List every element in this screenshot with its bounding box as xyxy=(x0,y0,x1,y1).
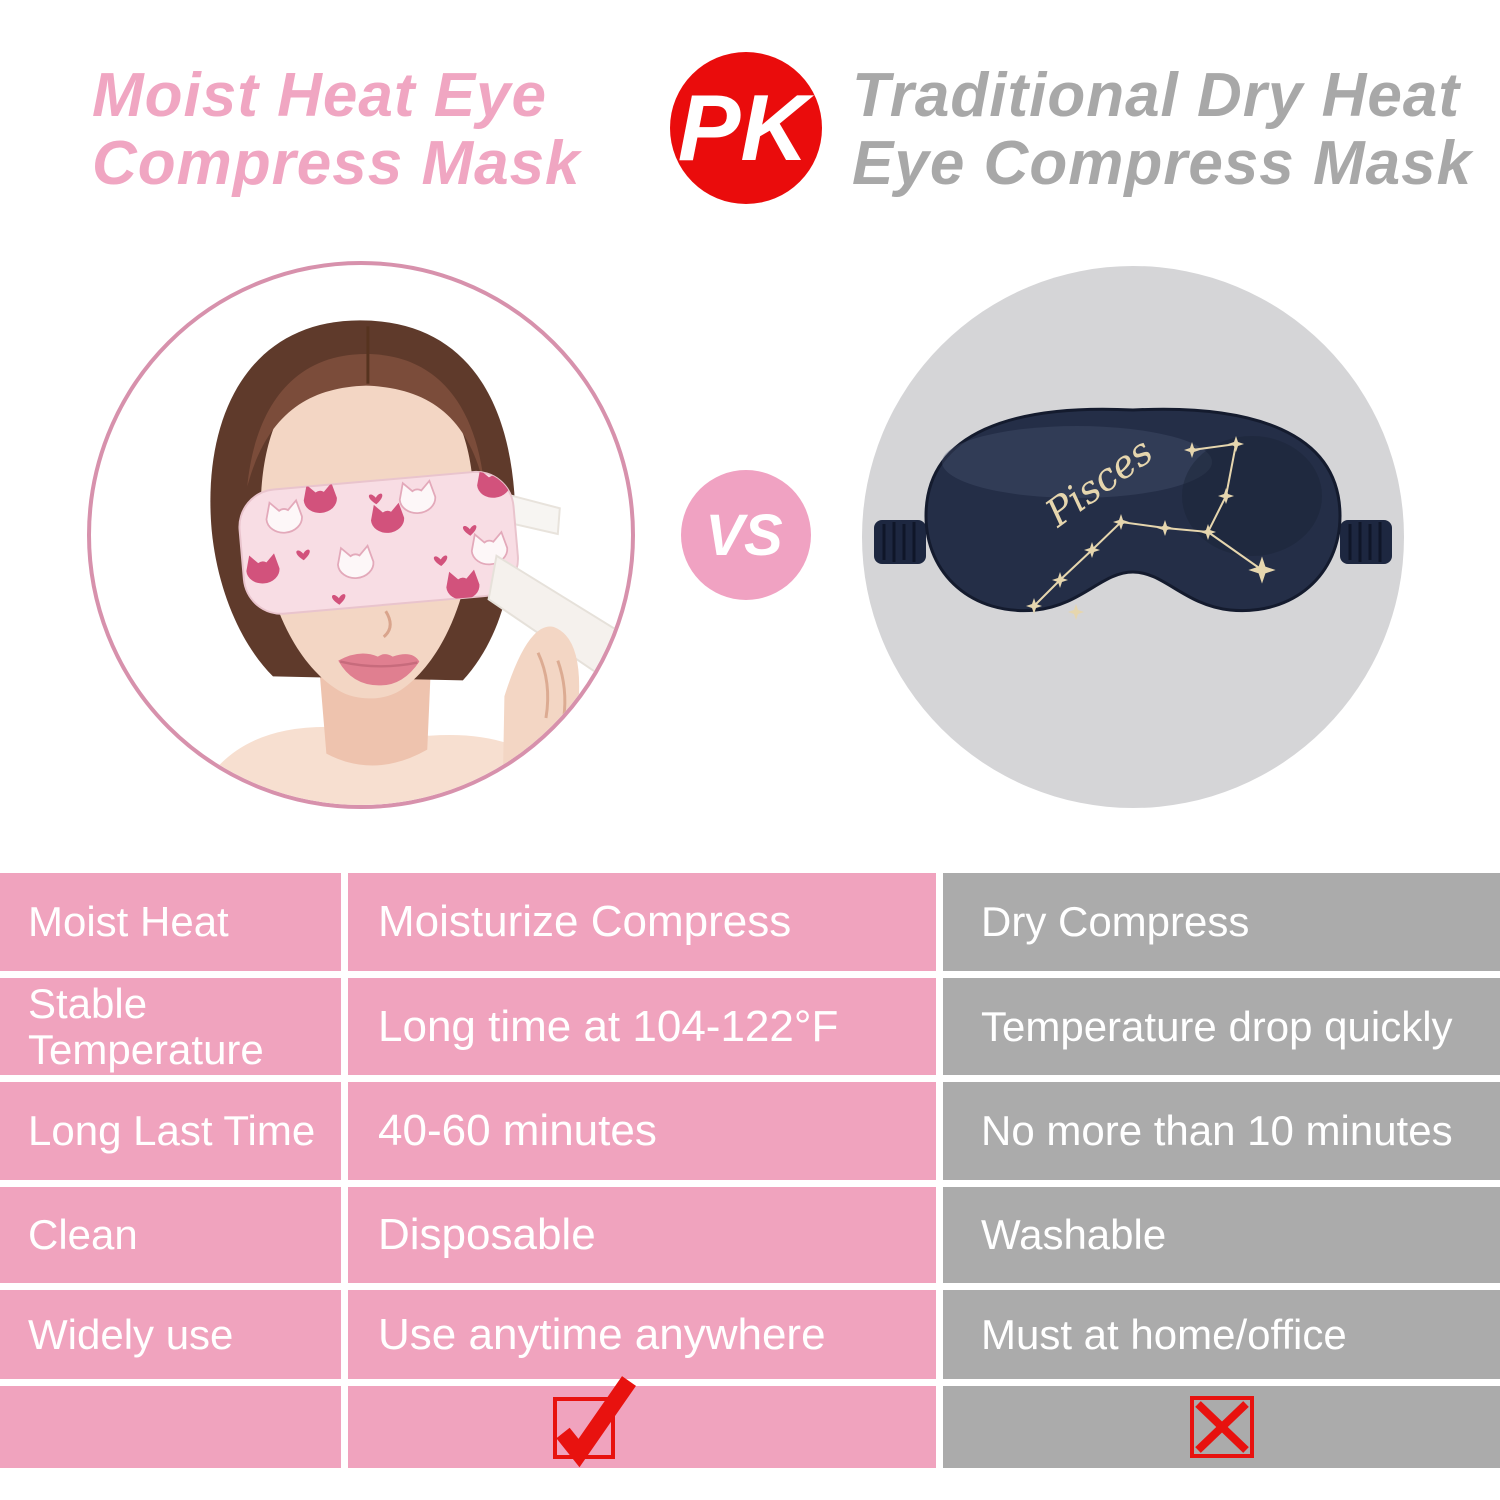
comparison-table: Moist Heat Moisturize Compress Dry Compr… xyxy=(0,873,1500,1468)
vs-badge-label: VS xyxy=(705,502,783,568)
feature-cell-long-last-time: Long Last Time xyxy=(0,1082,341,1180)
vs-badge: VS xyxy=(681,470,811,600)
dry-cell-row2: Temperature drop quickly xyxy=(943,978,1500,1075)
check-icon xyxy=(553,1376,636,1468)
feature-cell-clean: Clean xyxy=(0,1187,341,1283)
moist-cell-row1: Moisturize Compress xyxy=(348,873,936,971)
dry-cell-row1: Dry Compress xyxy=(943,873,1500,971)
woman-wearing-eye-mask-illustration xyxy=(193,320,631,805)
verdict-cell-moist xyxy=(348,1376,936,1468)
verdict-empty-cell xyxy=(0,1386,341,1468)
moist-title-line1: Moist Heat Eye xyxy=(92,61,548,130)
dry-title-line1: Traditional Dry Heat xyxy=(852,61,1461,130)
feature-cell-widely-use: Widely use xyxy=(0,1290,341,1379)
pink-cat-pattern-mask xyxy=(238,468,519,615)
dry-cell-row4: Washable xyxy=(943,1187,1500,1283)
feature-cell-moist-heat: Moist Heat xyxy=(0,873,341,971)
verdict-cell-dry xyxy=(943,1386,1500,1468)
feature-cell-stable-temperature: Stable Temperature xyxy=(0,978,341,1075)
dry-mask-photo: Pisces xyxy=(862,266,1404,808)
cross-icon xyxy=(1189,1396,1254,1458)
dry-title-line2: Eye Compress Mask xyxy=(852,129,1473,198)
pk-badge: PK xyxy=(670,52,822,204)
pk-badge-label: PK xyxy=(677,75,809,180)
moist-cell-row5: Use anytime anywhere xyxy=(348,1290,936,1379)
moist-product-title: Moist Heat Eye Compress Mask xyxy=(92,62,581,198)
moist-mask-photo xyxy=(87,261,635,809)
moist-cell-row4: Disposable xyxy=(348,1187,936,1283)
navy-sleep-mask-illustration: Pisces xyxy=(874,407,1392,620)
moist-cell-row2: Long time at 104-122°F xyxy=(348,978,936,1075)
moist-title-line2: Compress Mask xyxy=(92,129,581,198)
moist-cell-row3: 40-60 minutes xyxy=(348,1082,936,1180)
dry-product-title: Traditional Dry Heat Eye Compress Mask xyxy=(852,62,1472,198)
dry-cell-row3: No more than 10 minutes xyxy=(943,1082,1500,1180)
dry-cell-row5: Must at home/office xyxy=(943,1290,1500,1379)
